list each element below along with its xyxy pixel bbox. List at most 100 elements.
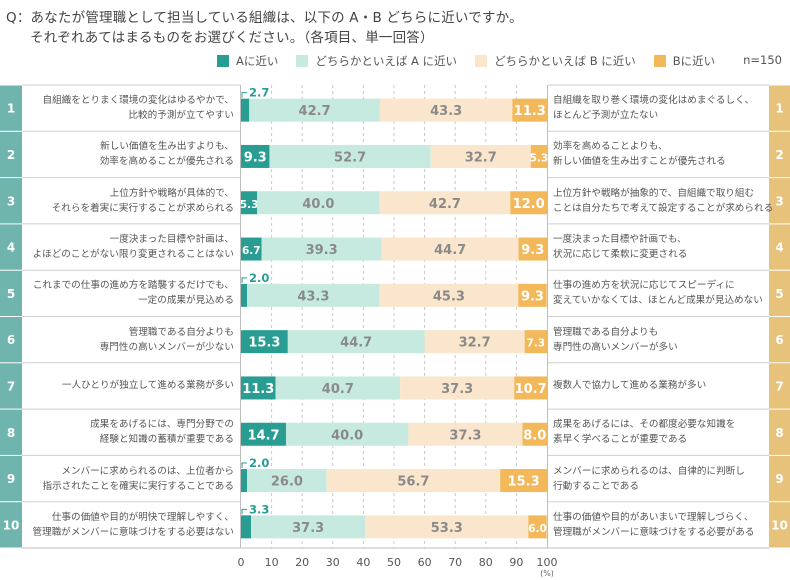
- data-label-a-lean: 37.3: [292, 521, 324, 536]
- x-tick-label: 20: [295, 556, 309, 569]
- statement-a-line: それらを着実に実行することが求められる: [51, 202, 234, 214]
- bar-segment-b-lean: [326, 469, 501, 493]
- bar-segment-b: [522, 422, 547, 446]
- data-label-a-lean: 40.0: [302, 197, 334, 212]
- statement-a: 成果をあげるには、専門分野での経験と知識の蓄積が重要である: [90, 417, 234, 447]
- statement-b: メンバーに求められるのは、自律的に判断し 行動することである: [553, 464, 745, 494]
- legend-swatch-b-lean: [475, 55, 488, 67]
- data-label-b-lean: 32.7: [459, 336, 491, 351]
- row-number-band-right: [769, 363, 790, 409]
- data-label-b-lean: 32.7: [465, 150, 497, 165]
- statement-a-line: 成果をあげるには、専門分野での: [90, 419, 234, 431]
- statement-a-line: 上位方針や戦略が具体的で、: [109, 187, 234, 199]
- statement-a: 自組織をとりまく環境の変化はゆるやかで、 比較的予測が立てやすい: [43, 93, 235, 123]
- row-number-band-left: [0, 409, 22, 455]
- data-label-b: 11.3: [514, 104, 546, 119]
- statement-a-line: 効率を高めることが優先される: [99, 156, 234, 168]
- data-label-b-lean: 37.3: [441, 382, 473, 397]
- bar-segment-a-lean: [247, 283, 380, 307]
- bar-segment-b: [518, 237, 547, 261]
- data-label-b: 12.0: [513, 197, 545, 212]
- row-number-band-left: [0, 85, 22, 131]
- x-axis-unit-label: (%): [540, 569, 554, 578]
- x-tick-label: 10: [265, 556, 279, 569]
- x-tick-label: 60: [418, 556, 432, 569]
- statement-b: 効率を高めることよりも、 新しい価値を生み出すことが優先される: [553, 139, 726, 169]
- row-number-band-left: [0, 131, 22, 178]
- legend-label-a: Aに近い: [236, 54, 279, 68]
- data-label-a: 2.0: [249, 456, 269, 470]
- statement-b-line: 管理職である自分よりも: [553, 326, 659, 338]
- bar-segment-a: [241, 98, 250, 122]
- x-tick-label: 90: [509, 556, 523, 569]
- statement-b-line: 変えていかなくては、ほとんど成果が見込めない: [553, 295, 763, 307]
- bar-segment-b: [518, 283, 547, 307]
- statement-b-line: ほとんど予測が立たない: [553, 110, 659, 122]
- row-number-left: 1: [7, 102, 15, 116]
- statement-b: 一度決まった目標や計画でも、 状況に応じて柔軟に変更される: [553, 232, 687, 262]
- row-number-right: 7: [775, 379, 783, 393]
- row-number-band-left: [0, 363, 22, 409]
- data-label-a: 2.7: [249, 86, 269, 100]
- bar-segment-a: [241, 376, 276, 400]
- statement-b-line: 素早く学べることが重要である: [553, 434, 688, 446]
- legend-swatch-a-lean: [296, 55, 309, 67]
- row-number-band-left: [0, 502, 22, 548]
- bar-segment-b-lean: [430, 144, 531, 168]
- x-tick-label: 0: [238, 556, 245, 569]
- row-number-right: 9: [775, 472, 783, 486]
- statement-a-line: 管理職がメンバーに意味づけをする必要はない: [32, 526, 234, 538]
- statement-a-line: 経験と知識の蓄積が重要である: [99, 434, 234, 446]
- row-number-right: 1: [775, 102, 783, 116]
- statement-a: 新しい価値を生み出すよりも、 効率を高めることが優先される: [100, 139, 234, 169]
- bar-segment-b: [514, 376, 547, 400]
- statement-a-line: よほどのことがない限り変更されることはない: [32, 249, 234, 261]
- data-label-a-lean: 42.7: [299, 104, 331, 119]
- row-number-band-right: [769, 131, 790, 178]
- statement-a-line: 自組織をとりまく環境の変化はゆるやかで、: [42, 95, 235, 107]
- row-number-band-left: [0, 455, 22, 502]
- row-number-band-right: [769, 178, 790, 224]
- data-label-a-lean: 26.0: [271, 475, 303, 490]
- row-number-band-right: [769, 85, 790, 131]
- bar-segment-b: [510, 191, 547, 215]
- data-label-a-lean: 44.7: [340, 336, 372, 351]
- data-label-b: 8.0: [523, 428, 546, 443]
- data-label-b-lean: 53.3: [431, 521, 463, 536]
- data-label-b-lean: 45.3: [433, 289, 465, 304]
- row-number-band-right: [769, 455, 790, 502]
- statement-a: メンバーに求められるのは、上位者から 指示されたことを確実に実行することである: [43, 464, 235, 494]
- data-label-a: 14.7: [247, 428, 279, 443]
- legend-swatch-b: [653, 55, 666, 67]
- bar-segment-a: [241, 330, 288, 354]
- data-label-b: 5.3: [530, 152, 549, 164]
- statement-b-line: 仕事の進め方を状況に応じてスピーディに: [553, 280, 735, 292]
- statement-b: 上位方針や戦略が抽象的で、自組織で取り組む ことは自分たちで考えて設定することが求…: [553, 186, 773, 216]
- statement-a-line: メンバーに求められるのは、上位者から: [61, 465, 234, 477]
- bar-segment-b-lean: [379, 98, 513, 122]
- legend-label-b: Bに近い: [672, 54, 716, 68]
- row-number-left: 9: [7, 472, 15, 486]
- row-number-right: 2: [775, 148, 783, 162]
- row-number-right: 10: [771, 518, 788, 532]
- bar-segment-a: [241, 283, 248, 307]
- data-label-b: 9.3: [521, 289, 544, 304]
- data-label-a: 15.3: [248, 336, 280, 351]
- bar-segment-a-lean: [275, 376, 401, 400]
- statement-b: 仕事の進め方を状況に応じてスピーディに変えていかなくては、ほとんど成果が見込めな…: [553, 278, 763, 308]
- row-number-band-right: [769, 317, 790, 363]
- question-line-2: それぞれあてはまるものをお選びください。（各項目、単一回答）: [30, 30, 434, 46]
- bar-segment-b-lean: [400, 376, 515, 400]
- statement-b-line: 管理職がメンバーに意味づけをする必要がある: [553, 526, 755, 538]
- statement-a-line: 管理職である自分よりも: [128, 326, 234, 338]
- statement-b-line: 成果をあげるには、その都度必要な知識を: [553, 419, 736, 431]
- bar-segment-b-lean: [408, 422, 523, 446]
- statement-b: 管理職である自分よりも 専門性の高いメンバーが多い: [553, 325, 678, 355]
- statement-b-line: 上位方針や戦略が抽象的で、自組織で取り組む: [553, 187, 755, 199]
- statement-a-line: 一定の成果が見込める: [138, 295, 234, 307]
- bar-segment-a-lean: [287, 330, 425, 354]
- row-number-right: 8: [775, 426, 783, 440]
- data-label-a: 11.3: [242, 382, 274, 397]
- bar-segment-a: [241, 237, 262, 261]
